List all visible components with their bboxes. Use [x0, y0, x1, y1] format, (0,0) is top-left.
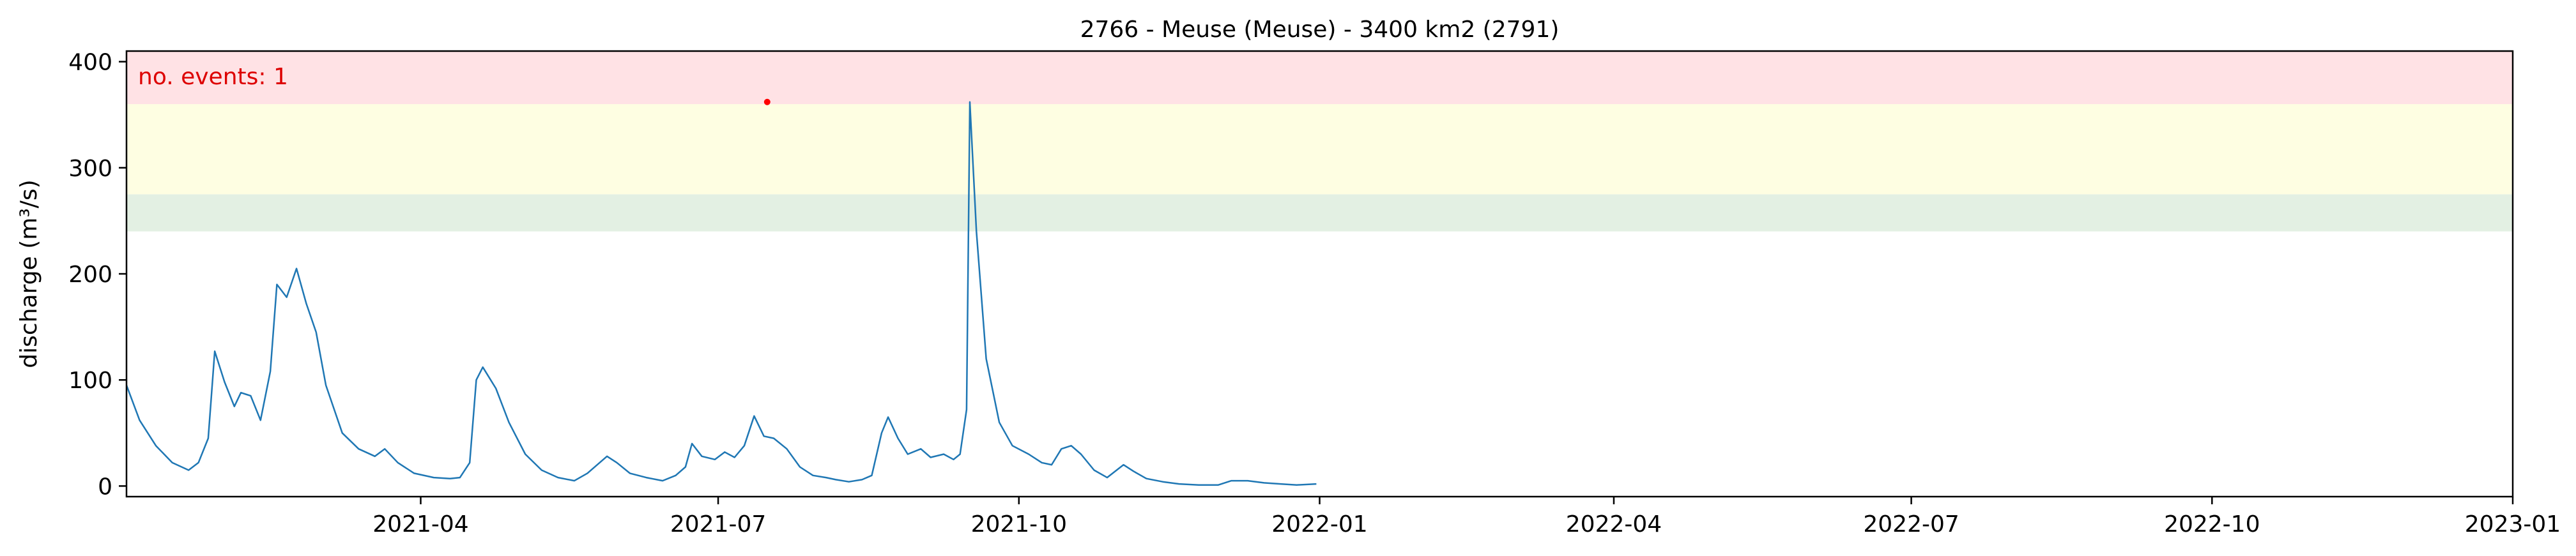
y-tick-label: 0 — [98, 474, 112, 500]
x-tick-label: 2021-10 — [971, 511, 1067, 537]
x-tick-label: 2022-07 — [1863, 511, 1959, 537]
chart-title: 2766 - Meuse (Meuse) - 3400 km2 (2791) — [1080, 17, 1560, 43]
x-tick-label: 2022-04 — [1566, 511, 1662, 537]
x-tick-label: 2022-01 — [1271, 511, 1367, 537]
threshold-band-0 — [126, 194, 2513, 232]
threshold-bands — [126, 51, 2513, 232]
y-tick-label: 400 — [68, 50, 112, 76]
y-tick-label: 300 — [68, 156, 112, 182]
event-markers — [763, 98, 770, 105]
threshold-band-2 — [126, 51, 2513, 105]
event-point-0 — [763, 98, 770, 105]
y-tick-label: 200 — [68, 262, 112, 288]
event-count-annotation: no. events: 1 — [138, 64, 288, 90]
y-axis-label: discharge (m³/s) — [16, 179, 42, 368]
x-tick-label: 2023-01 — [2465, 511, 2561, 537]
discharge-series-line — [125, 101, 1317, 486]
x-tick-label: 2022-10 — [2164, 511, 2260, 537]
x-tick-label: 2021-07 — [670, 511, 766, 537]
x-axis: 2021-04 2021-07 2021-10 2022-01 2022-04 2022-… — [372, 497, 2561, 537]
x-tick-label: 2021-04 — [372, 511, 468, 537]
threshold-band-1 — [126, 104, 2513, 195]
y-axis: 0 100 200 300 400 — [68, 50, 126, 500]
y-tick-label: 100 — [68, 368, 112, 394]
